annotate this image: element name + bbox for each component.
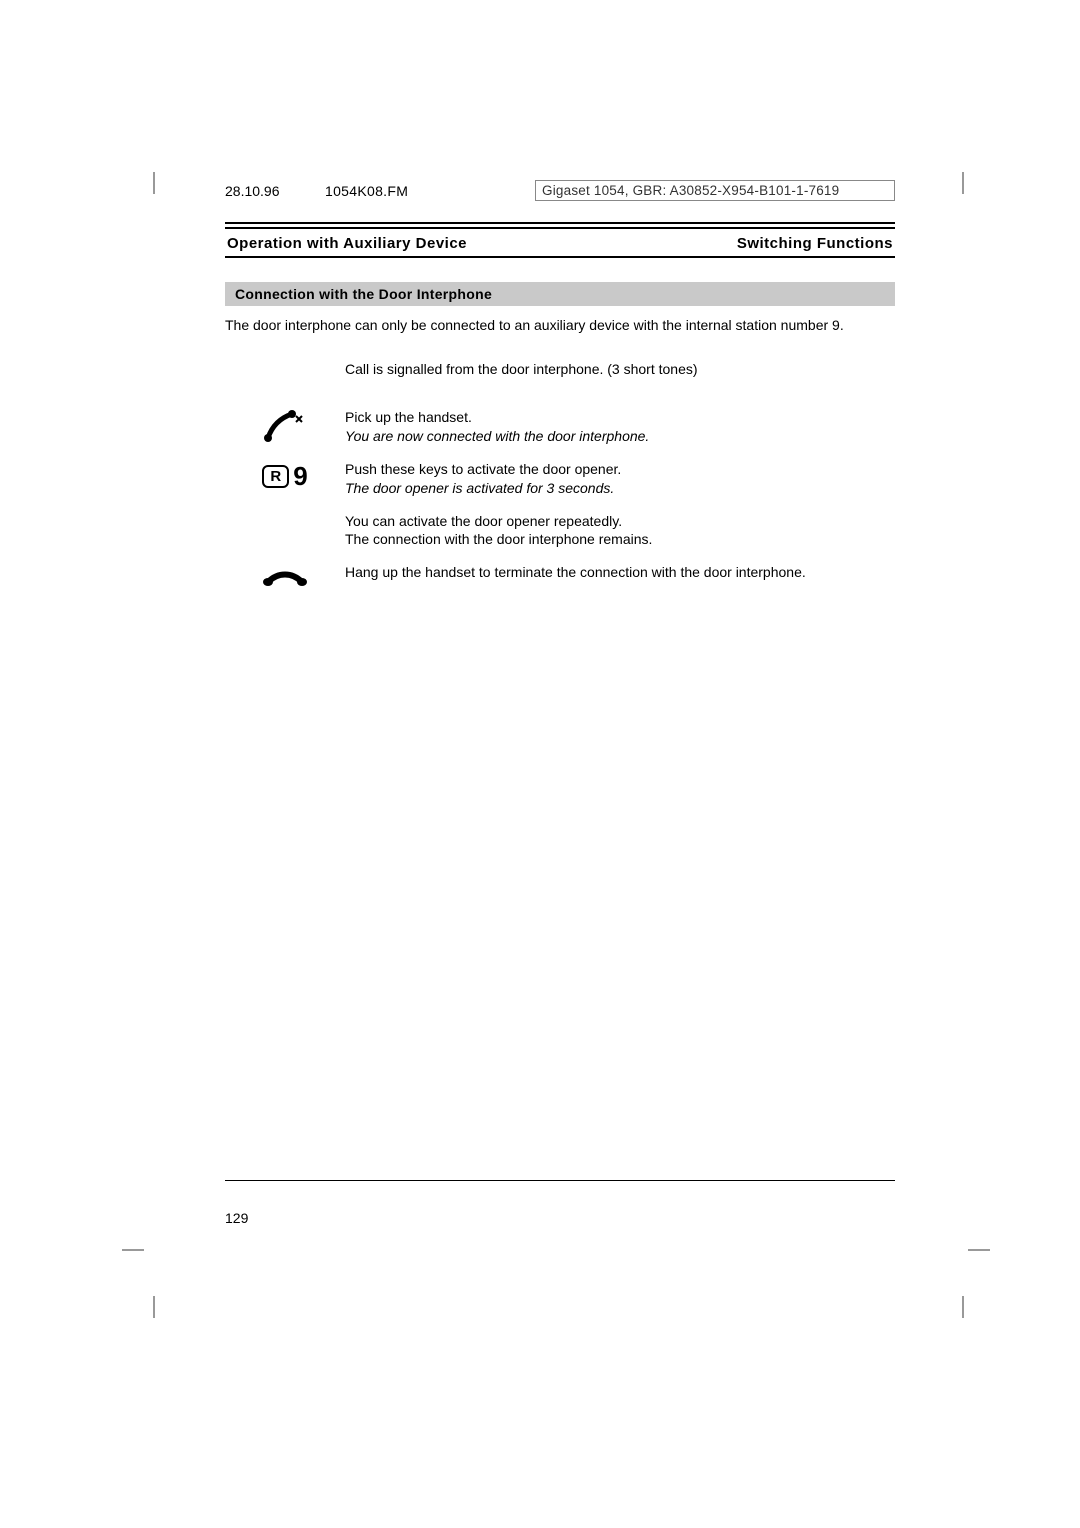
steps: Call is signalled from the door interpho… xyxy=(225,360,895,611)
page-number: 129 xyxy=(225,1210,248,1226)
step-line: You can activate the door opener repeate… xyxy=(345,512,895,531)
title-left: Operation with Auxiliary Device xyxy=(227,235,467,252)
rule xyxy=(225,256,895,258)
step-text: You can activate the door opener repeate… xyxy=(345,512,895,550)
step-line: Hang up the handset to terminate the con… xyxy=(345,563,895,582)
step-icon-empty xyxy=(225,512,345,546)
step-italic: You are now connected with the door inte… xyxy=(345,427,895,446)
step-text: Pick up the handset. You are now connect… xyxy=(345,408,895,446)
rule xyxy=(225,222,895,224)
intro-text: The door interphone can only be connecte… xyxy=(225,316,895,334)
title-bar: Operation with Auxiliary Device Switchin… xyxy=(225,222,895,258)
crop-mark xyxy=(968,1249,990,1251)
crop-mark xyxy=(153,172,155,194)
step-row: R 9 Push these keys to activate the door… xyxy=(225,460,895,498)
doc-date: 28.10.96 xyxy=(225,183,305,199)
doc-id-box: Gigaset 1054, GBR: A30852-X954-B101-1-76… xyxy=(535,180,895,201)
step-text: Push these keys to activate the door ope… xyxy=(345,460,895,498)
step-text: Call is signalled from the door interpho… xyxy=(345,360,895,379)
crop-mark xyxy=(962,172,964,194)
page: 28.10.96 1054K08.FM Gigaset 1054, GBR: A… xyxy=(0,0,1080,1528)
crop-mark xyxy=(962,1296,964,1318)
step-row: Hang up the handset to terminate the con… xyxy=(225,563,895,597)
step-line: Pick up the handset. xyxy=(345,408,895,427)
r-key-label: R xyxy=(262,465,289,488)
crop-mark xyxy=(153,1296,155,1318)
key-r9-icon: R 9 xyxy=(225,460,345,494)
doc-file: 1054K08.FM xyxy=(325,183,408,199)
step-row: Pick up the handset. You are now connect… xyxy=(225,408,895,446)
section-heading: Connection with the Door Interphone xyxy=(225,282,895,306)
handset-down-icon xyxy=(225,563,345,597)
step-icon-empty xyxy=(225,360,345,394)
handset-lift-icon xyxy=(225,408,345,444)
step-row: You can activate the door opener repeate… xyxy=(225,512,895,550)
step-row: Call is signalled from the door interpho… xyxy=(225,360,895,394)
step-italic: The door opener is activated for 3 secon… xyxy=(345,479,895,498)
crop-mark xyxy=(122,1249,144,1251)
footer-rule xyxy=(225,1180,895,1181)
nine-digit: 9 xyxy=(293,461,307,492)
step-text: Hang up the handset to terminate the con… xyxy=(345,563,895,582)
step-line: The connection with the door interphone … xyxy=(345,530,895,549)
title-right: Switching Functions xyxy=(737,235,893,252)
step-line: Call is signalled from the door interpho… xyxy=(345,360,895,379)
doc-header: 28.10.96 1054K08.FM Gigaset 1054, GBR: A… xyxy=(225,180,895,201)
step-line: Push these keys to activate the door ope… xyxy=(345,460,895,479)
